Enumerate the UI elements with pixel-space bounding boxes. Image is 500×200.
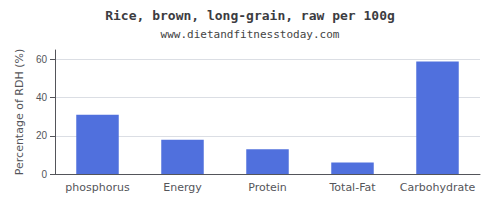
svg-text:Carbohydrate: Carbohydrate <box>400 181 476 194</box>
svg-text:Energy: Energy <box>163 181 202 194</box>
svg-text:60: 60 <box>36 54 48 65</box>
svg-text:www.dietandfitnesstoday.com: www.dietandfitnesstoday.com <box>161 28 340 41</box>
svg-text:Total-Fat: Total-Fat <box>328 181 376 194</box>
svg-text:0: 0 <box>41 169 47 180</box>
svg-text:Rice, brown, long-grain, raw p: Rice, brown, long-grain, raw per 100g <box>105 8 395 23</box>
svg-text:20: 20 <box>36 130 48 141</box>
svg-text:Percentage of RDH (%): Percentage of RDH (%) <box>13 49 26 175</box>
svg-text:40: 40 <box>36 92 48 103</box>
svg-text:Protein: Protein <box>248 181 287 194</box>
svg-text:phosphorus: phosphorus <box>65 181 130 194</box>
